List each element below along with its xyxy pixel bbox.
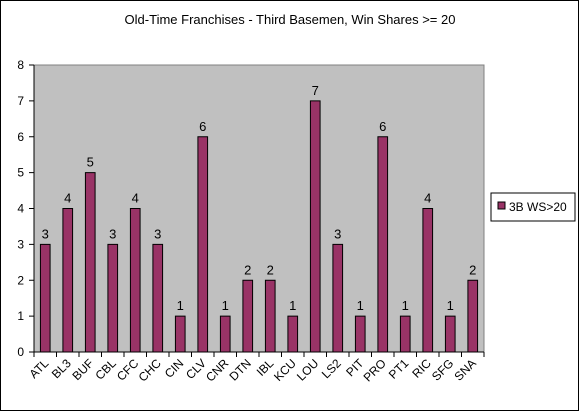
x-tick-label: BL3 bbox=[49, 356, 74, 381]
bar-pt1 bbox=[399, 315, 411, 353]
data-label: 2 bbox=[469, 262, 476, 277]
bar-sna bbox=[467, 279, 479, 353]
bar-cin bbox=[174, 315, 186, 353]
legend-swatch bbox=[497, 201, 506, 210]
x-tick-label: SNA bbox=[452, 356, 479, 383]
data-label: 3 bbox=[154, 226, 161, 241]
data-label: 1 bbox=[222, 298, 229, 313]
bar-sfg bbox=[444, 315, 456, 353]
y-tick-label: 7 bbox=[17, 94, 24, 108]
x-tick-label: CIN bbox=[162, 356, 187, 381]
data-label: 4 bbox=[132, 191, 139, 206]
y-tick-label: 2 bbox=[17, 273, 24, 287]
x-tick-label: LOU bbox=[294, 356, 321, 383]
chart-title: Old-Time Franchises - Third Basemen, Win… bbox=[125, 12, 456, 27]
x-tick-label: CFC bbox=[114, 356, 142, 384]
data-label: 5 bbox=[87, 155, 94, 170]
bar-buf bbox=[84, 172, 96, 353]
bar-ric bbox=[422, 208, 434, 353]
x-tick-label: SFG bbox=[429, 356, 456, 383]
data-label: 6 bbox=[199, 119, 206, 134]
data-label: 4 bbox=[64, 191, 71, 206]
bar-ls2 bbox=[332, 243, 344, 353]
data-label: 1 bbox=[447, 298, 454, 313]
bar-atl bbox=[39, 243, 51, 353]
x-tick-label: CHC bbox=[136, 356, 165, 385]
x-tick-label: CBL bbox=[92, 356, 119, 383]
data-label: 2 bbox=[267, 262, 274, 277]
data-label: 1 bbox=[289, 298, 296, 313]
data-label: 1 bbox=[357, 298, 364, 313]
x-tick-label: CNR bbox=[203, 356, 232, 385]
bar-series bbox=[39, 100, 479, 353]
y-tick-label: 8 bbox=[17, 58, 24, 72]
y-tick-label: 4 bbox=[17, 202, 24, 216]
y-axis: 0 1 2 3 4 5 6 7 8 bbox=[17, 58, 35, 359]
plot-area bbox=[33, 64, 485, 353]
x-tick-label: RIC bbox=[409, 356, 434, 381]
data-label: 7 bbox=[312, 83, 319, 98]
bar-ibl bbox=[264, 279, 276, 353]
data-label: 2 bbox=[244, 262, 251, 277]
x-tick-label: PT1 bbox=[386, 356, 412, 382]
bar-pit bbox=[354, 315, 366, 353]
legend-box bbox=[490, 192, 576, 222]
bar-pro bbox=[377, 136, 389, 353]
data-label: 3 bbox=[42, 226, 49, 241]
bar-dtn bbox=[242, 279, 254, 353]
y-tick-label: 6 bbox=[17, 130, 24, 144]
bar-cnr bbox=[219, 315, 231, 353]
x-tick-label: KCU bbox=[271, 356, 299, 384]
data-label: 3 bbox=[109, 226, 116, 241]
data-label: 6 bbox=[379, 119, 386, 134]
y-tick-label: 1 bbox=[17, 309, 24, 323]
bar-kcu bbox=[287, 315, 299, 353]
x-tick-label: BUF bbox=[70, 356, 97, 383]
data-label: 4 bbox=[424, 191, 431, 206]
legend-label: 3B WS>20 bbox=[509, 200, 567, 214]
y-tick-label: 5 bbox=[17, 166, 24, 180]
x-tick-label: DTN bbox=[227, 356, 254, 383]
x-tick-label: CLV bbox=[183, 356, 209, 382]
data-label: 1 bbox=[177, 298, 184, 313]
bar-clv bbox=[197, 136, 209, 353]
y-tick-label: 0 bbox=[17, 345, 24, 359]
bar-cfc bbox=[129, 208, 141, 353]
bar-cbl bbox=[107, 243, 119, 353]
legend: 3B WS>20 bbox=[490, 192, 576, 222]
bar-chc bbox=[152, 243, 164, 353]
data-label: 3 bbox=[334, 226, 341, 241]
x-tick-label: ATL bbox=[27, 356, 52, 381]
data-labels: 3 4 5 3 4 3 1 6 1 2 2 1 7 3 1 6 1 4 1 2 bbox=[42, 83, 477, 313]
bar-lou bbox=[309, 100, 321, 353]
bar-bl3 bbox=[62, 208, 74, 353]
x-tick-label: LS2 bbox=[319, 356, 344, 381]
data-label: 1 bbox=[402, 298, 409, 313]
y-tick-label: 3 bbox=[17, 237, 24, 251]
x-tick-label: PRO bbox=[361, 356, 389, 384]
